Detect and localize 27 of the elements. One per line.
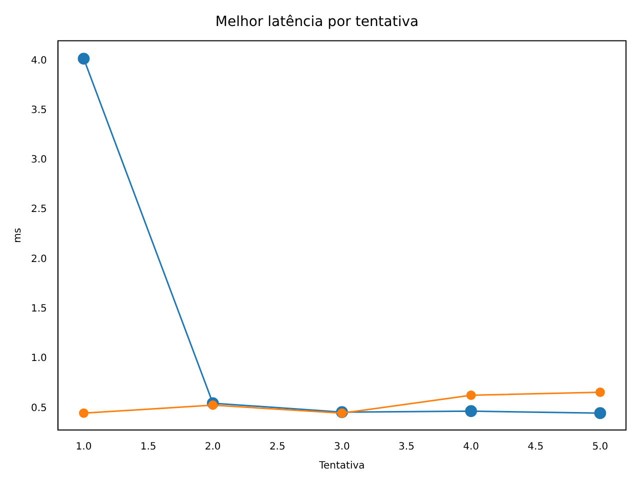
x-tick-label: 1.0 (76, 442, 92, 453)
y-axis-title: ms (12, 228, 24, 243)
x-tick-label: 1.5 (140, 442, 156, 453)
x-tick-label: 2.0 (204, 442, 221, 453)
y-tick-label: 3.0 (30, 154, 47, 166)
x-tick-label: 4.0 (463, 442, 480, 453)
y-tick-label: 2.5 (30, 204, 47, 216)
y-tick-label: 0.5 (30, 402, 47, 414)
point (208, 400, 218, 410)
y-tick-label: 1.5 (30, 303, 47, 314)
x-tick-label: 3.5 (398, 442, 414, 453)
y-tick-label: 1.0 (30, 353, 47, 364)
point (466, 390, 476, 400)
point (594, 407, 606, 420)
point (465, 405, 478, 418)
x-tick-label: 3.0 (334, 442, 350, 453)
chart-title: Melhor latência por tentativa (215, 14, 419, 30)
x-tick-label: 5.0 (592, 442, 608, 453)
point (78, 408, 88, 418)
x-tick-label: 4.5 (528, 442, 544, 453)
y-tick-label: 3.5 (30, 104, 47, 116)
point (78, 52, 90, 65)
point (595, 388, 605, 398)
x-tick-label: 2.5 (269, 442, 286, 453)
y-tick-label: 2.0 (30, 254, 47, 265)
x-axis-title: Tentativa (318, 460, 365, 472)
y-tick-label: 4.0 (30, 55, 47, 66)
